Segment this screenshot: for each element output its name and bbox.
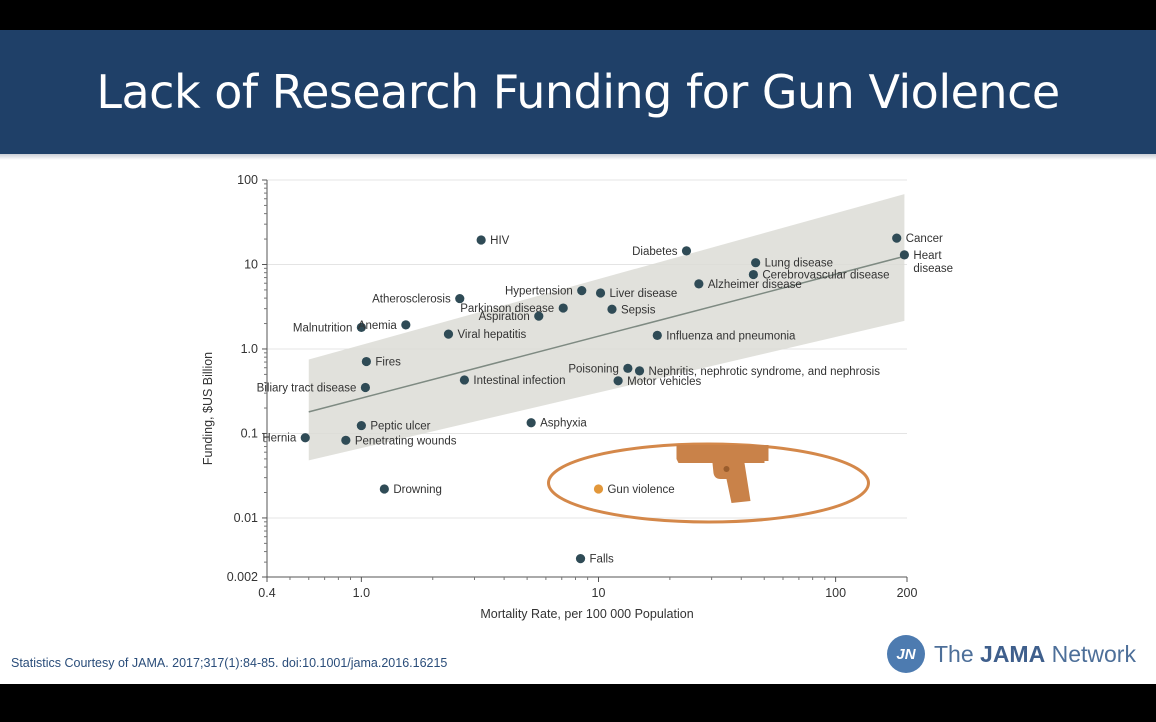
data-point [595,288,606,298]
data-label: Anemia [358,320,398,332]
data-point [401,320,411,330]
slide-title: Lack of Research Funding for Gun Violenc… [96,65,1060,119]
data-label: Sepsis [621,304,656,316]
data-point [356,420,366,431]
data-label: Parkinson disease [460,303,554,315]
jama-network-brand: JN The JAMA Network [887,634,1136,674]
brand-prefix: The [934,640,974,667]
highlight-ellipse [546,442,870,524]
data-label: Poisoning [568,363,619,375]
title-banner: Lack of Research Funding for Gun Violenc… [0,30,1156,154]
data-label: Cerebrovascular disease [762,270,889,282]
x-axis-label: Mortality Rate, per 100 000 Population [480,607,693,621]
data-point [300,433,310,443]
data-point [459,375,470,385]
data-label: Heart [913,250,942,262]
data-label: Viral hepatitis [457,329,526,341]
data-point [577,286,587,296]
x-tick-label: 200 [897,586,918,600]
data-label: Influenza and pneumonia [666,330,796,342]
y-tick-label: 0.01 [234,511,258,525]
y-tick-label: 1.0 [241,342,258,356]
trend-line [308,255,905,413]
jama-logo-icon: JN [887,635,925,673]
pistol-icon [676,445,769,504]
jama-brand-text: The JAMA Network [934,641,1136,668]
x-tick-label: 10 [592,586,606,600]
data-point [613,376,623,386]
data-label: Atherosclerosis [372,294,451,306]
data-point [443,329,454,339]
data-label: Gun violence [607,484,674,496]
pistol-shape [676,445,769,504]
data-point [623,363,633,373]
y-axis-label: Funding, $US Billion [201,352,215,465]
data-label: Asphyxia [540,418,587,430]
data-point [751,258,761,268]
data-label: Aspiration [479,311,530,323]
data-label: disease [913,263,953,275]
data-point [526,418,536,428]
data-label: Hernia [262,433,296,445]
data-point [361,356,371,367]
data-label: Biliary tract disease [257,382,357,394]
data-point [593,484,604,494]
data-label: Penetrating wounds [355,435,457,447]
data-point [341,435,351,445]
data-label: Intestinal infection [473,375,565,387]
data-label: Nephritis, nephrotic syndrome, and nephr… [649,366,881,378]
x-tick-label: 1.0 [353,586,370,600]
data-point [694,279,704,289]
data-point [476,235,486,245]
source-credit: Statistics Courtesy of JAMA. 2017;317(1)… [11,656,448,670]
data-label: Falls [590,554,615,566]
data-label: HIV [490,235,510,247]
data-point [607,304,617,314]
data-label: Drowning [393,484,442,496]
y-tick-label: 100 [237,173,258,187]
data-point [558,303,568,313]
y-tick-label: 0.1 [241,426,258,440]
brand-suffix: Network [1051,640,1136,667]
data-label: Motor vehicles [627,376,701,388]
data-label: Alzheimer disease [708,279,802,291]
x-tick-label: 100 [825,586,846,600]
data-label: Diabetes [632,246,678,258]
data-label: Hypertension [505,286,573,298]
y-tick-label: 0.002 [227,570,258,584]
data-label: Malnutrition [293,322,352,334]
data-label: Cancer [906,233,943,245]
data-point [356,322,366,333]
brand-bold: JAMA [980,640,1046,667]
y-tick-label: 10 [244,257,258,271]
data-label: Liver disease [610,288,678,300]
data-label: Peptic ulcer [370,421,430,433]
data-point [899,250,909,260]
pistol-detail [723,466,730,473]
data-point [379,484,389,494]
data-point [681,246,692,256]
data-point [652,330,662,340]
data-point [634,366,645,376]
data-point [534,311,544,321]
data-point [748,269,758,280]
banner-shadow [0,154,1156,160]
data-point [455,293,465,304]
x-tick-label: 0.4 [258,586,275,600]
data-label: Lung disease [765,258,833,270]
scatter-chart: 0.002 0.01 0.1 1.0 10 100 0.4 1.0 10 100 200 Mortal… [201,173,953,621]
data-label: Fires [375,357,401,369]
slide: Lack of Research Funding for Gun Violenc… [0,30,1156,684]
data-point [360,382,371,393]
data-point [575,554,586,564]
data-point [892,233,902,243]
